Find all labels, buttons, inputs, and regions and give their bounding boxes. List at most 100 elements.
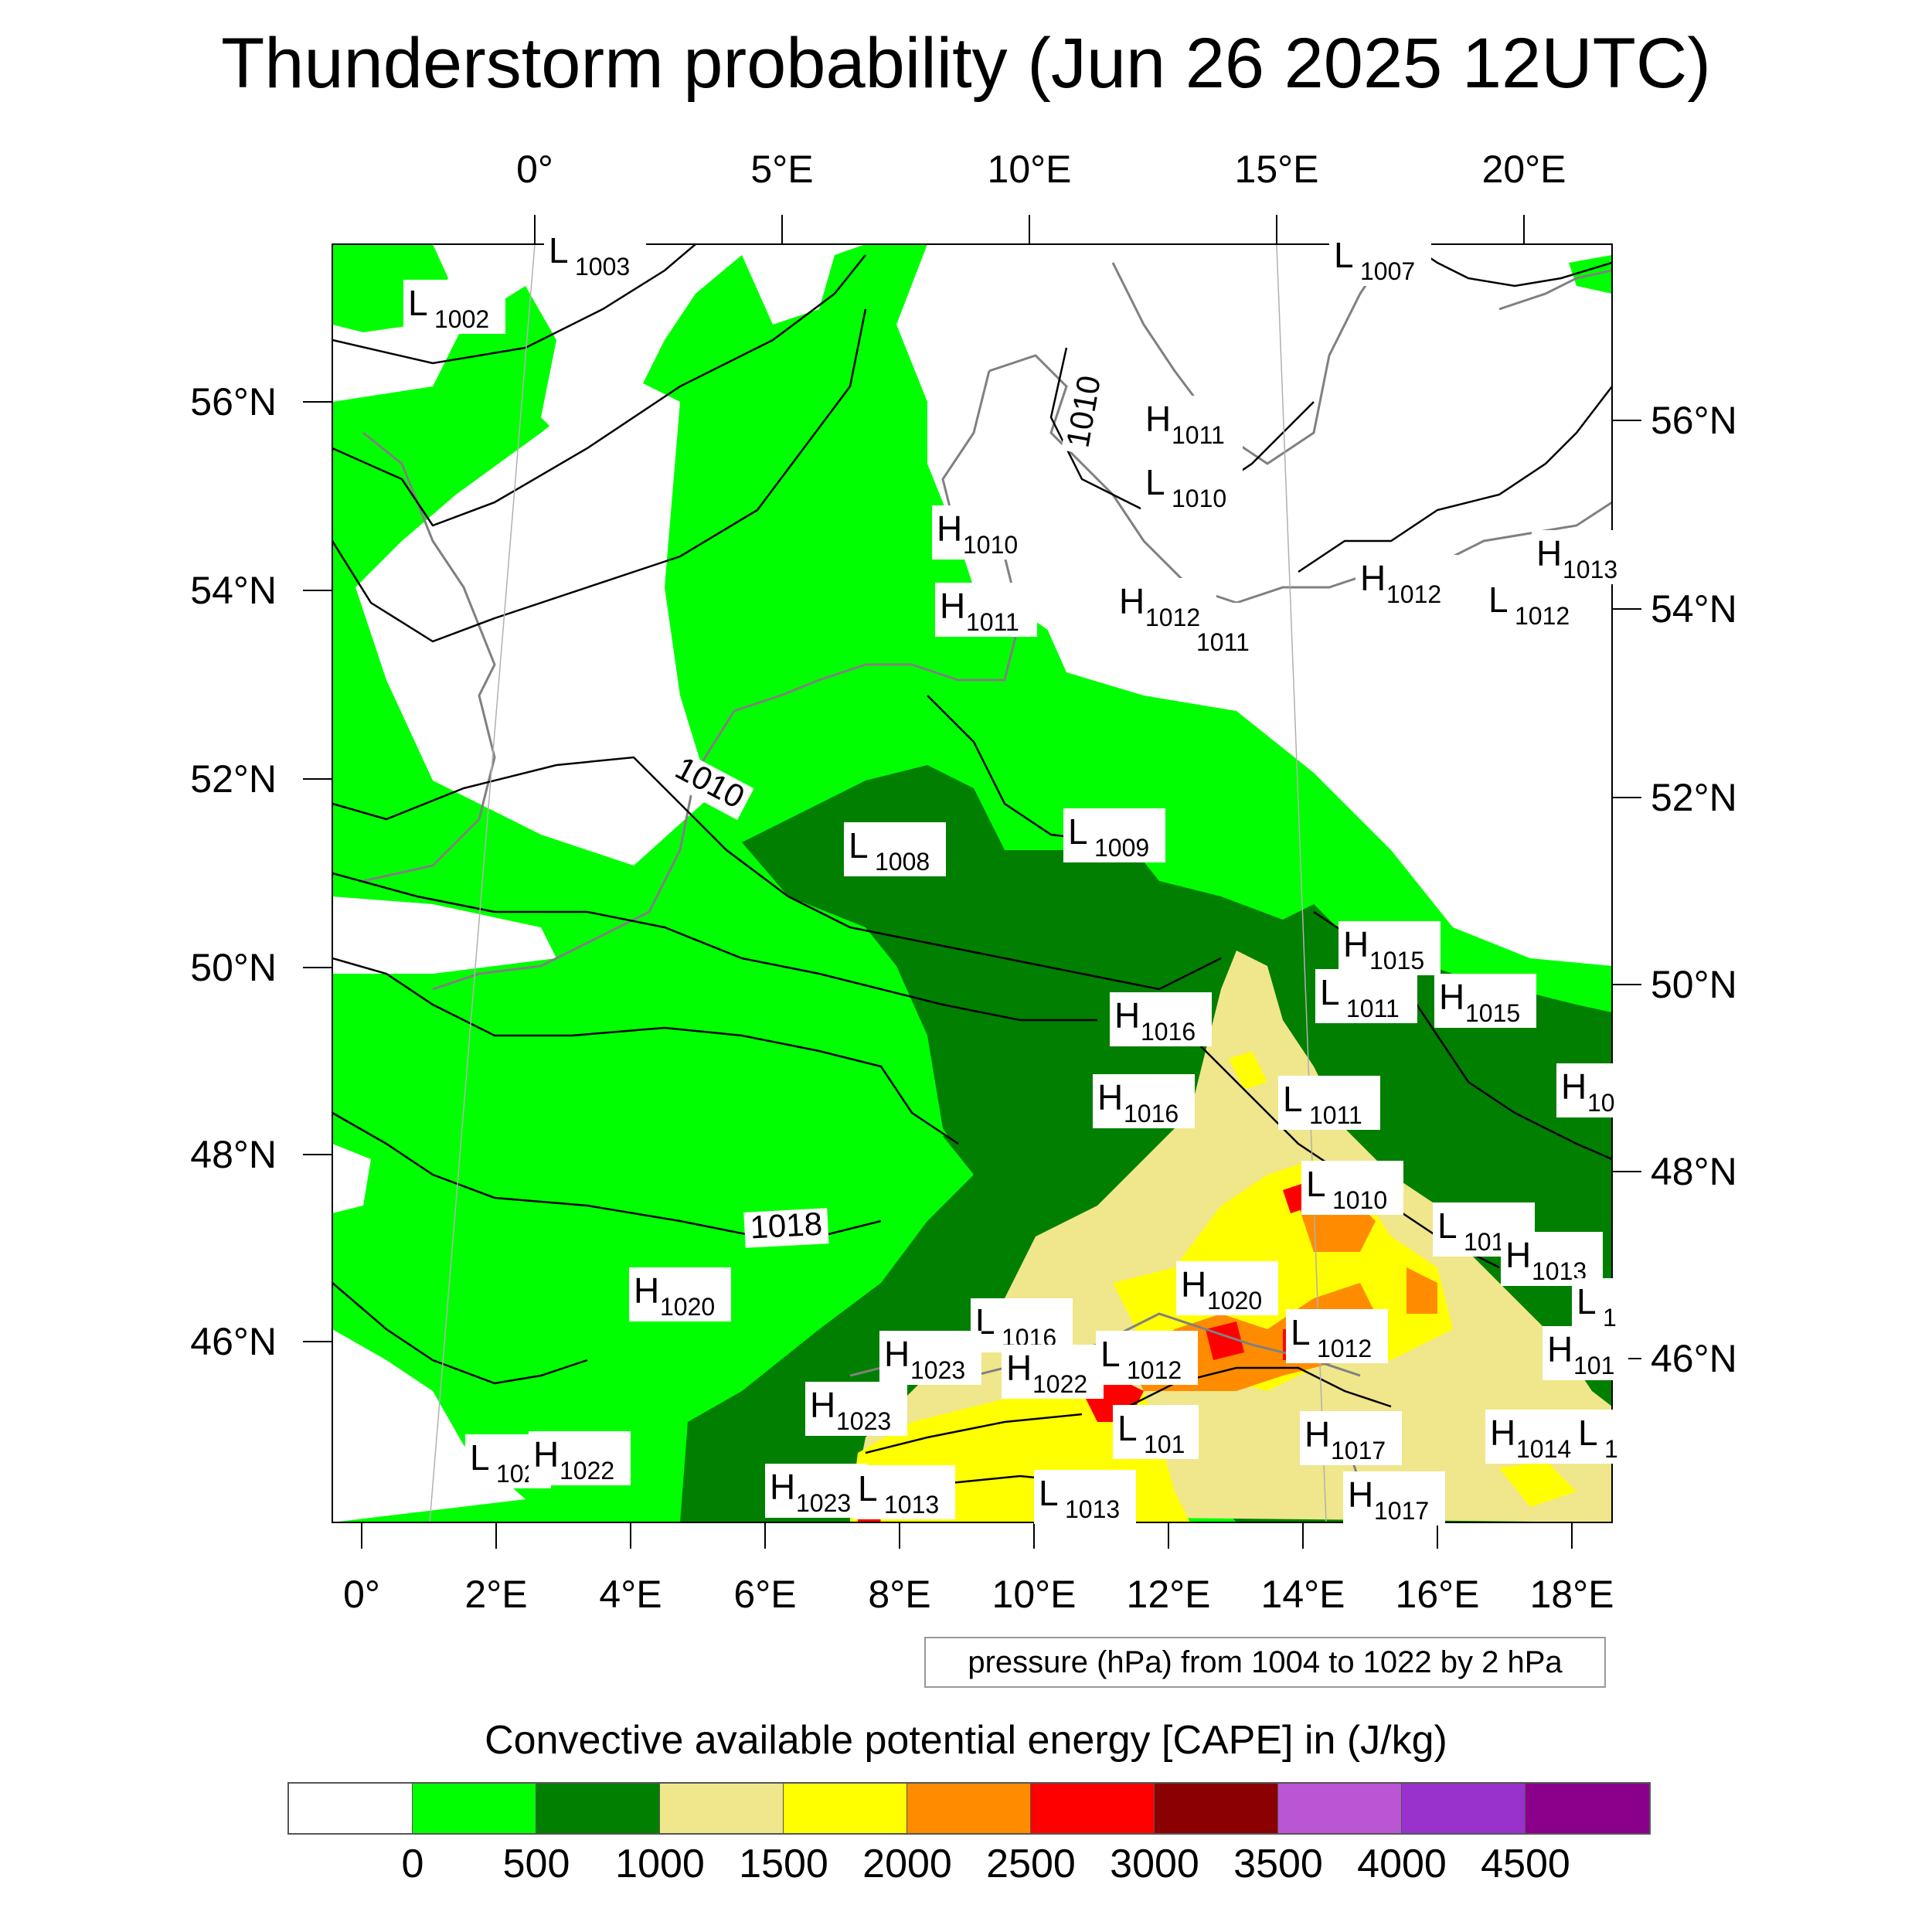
left-axis-label: 52°N bbox=[190, 757, 277, 801]
colorbar-tick-label: 4500 bbox=[1481, 1842, 1570, 1886]
pressure-value: 10 bbox=[1587, 1089, 1615, 1117]
pressure-value: 101 bbox=[1573, 1352, 1614, 1379]
pressure-value: 1015 bbox=[1465, 999, 1520, 1027]
pressure-type: H bbox=[770, 1467, 795, 1507]
pressure-type: L bbox=[849, 825, 869, 866]
isobar-5 bbox=[332, 872, 1097, 1022]
pressure-value: 1003 bbox=[575, 253, 630, 281]
pressure-type: L bbox=[1145, 462, 1165, 502]
right-axis-label: 46°N bbox=[1651, 1337, 1737, 1380]
pressure-type: H bbox=[1145, 399, 1171, 439]
top-axis-label: 5°E bbox=[750, 148, 813, 191]
pressure-type: L bbox=[1578, 1413, 1598, 1453]
pressure-center-label: H 10 bbox=[1556, 1063, 1626, 1117]
pressure-type: L bbox=[858, 1468, 878, 1509]
pressure-type: H bbox=[1343, 924, 1369, 964]
isobar-2 bbox=[332, 254, 866, 527]
coast-denmark bbox=[988, 354, 1237, 604]
bottom-axis: 0° 2°E 4°E 6°E 8°E 10°E 12°E 14°E 16°E 1… bbox=[343, 1573, 1614, 1616]
pressure-center-label: H 1016 bbox=[1110, 992, 1212, 1046]
pressure-type: H bbox=[937, 509, 962, 549]
pressure-center-label: H 1015 bbox=[1434, 974, 1536, 1028]
isobar-1 bbox=[332, 244, 696, 365]
pressure-center-label: H 1014 bbox=[1485, 1410, 1587, 1464]
pressure-value: 1012 bbox=[1386, 580, 1441, 608]
colorbar-tick-label: 0 bbox=[401, 1842, 424, 1886]
pressure-value: 101 bbox=[1144, 1430, 1185, 1458]
pressure-center-label: H 1010 bbox=[932, 505, 1034, 560]
pressure-center-label: L 1009 bbox=[1063, 808, 1165, 862]
pressure-center-label: L 1010 bbox=[1301, 1161, 1403, 1215]
bottom-axis-label: 10°E bbox=[992, 1573, 1077, 1616]
left-axis-label: 48°N bbox=[190, 1133, 277, 1176]
cape-area-0-500-c bbox=[665, 363, 788, 618]
pressure-type: H bbox=[1439, 977, 1464, 1017]
colorbar-tick-label: 1000 bbox=[615, 1842, 705, 1886]
pressure-value: 1010 bbox=[963, 531, 1018, 559]
pressure-value: 1023 bbox=[836, 1407, 891, 1435]
colorbar-tick-label: 2000 bbox=[862, 1842, 952, 1886]
colorbar-swatch bbox=[413, 1784, 536, 1833]
pressure-type: H bbox=[1304, 1414, 1330, 1454]
pressure-value: 1012 bbox=[1515, 602, 1570, 630]
bottom-axis-label: 4°E bbox=[599, 1573, 662, 1616]
plot-frame bbox=[332, 243, 1613, 1523]
pressure-type: H bbox=[1547, 1329, 1573, 1369]
pressure-type: L bbox=[1068, 811, 1088, 852]
isobar-13 bbox=[1128, 1366, 1392, 1408]
pressure-type: L bbox=[549, 230, 569, 270]
colorbar-tick-label: 3000 bbox=[1110, 1842, 1199, 1886]
pressure-value: 1002 bbox=[434, 305, 489, 333]
pressure-center-label: L 1013 bbox=[853, 1465, 955, 1519]
no-cape-channel bbox=[332, 896, 556, 974]
pressure-center-label: H 1012 bbox=[1355, 555, 1458, 609]
pressure-value: 1023 bbox=[796, 1489, 851, 1517]
pressure-center-label: H 1012 bbox=[1114, 578, 1216, 632]
pressure-value: 1010 bbox=[1332, 1186, 1387, 1214]
pressure-type: H bbox=[1006, 1348, 1032, 1388]
right-axis: 56°N 54°N 52°N 50°N 48°N 46°N bbox=[1651, 399, 1737, 1380]
pressure-type: H bbox=[940, 586, 965, 626]
cape-area-2000-2500-c bbox=[1406, 1267, 1437, 1314]
colorbar-tick-label: 1500 bbox=[739, 1842, 828, 1886]
pressure-center-label: L 1012 bbox=[1484, 577, 1586, 631]
pressure-center-label: L 1012 bbox=[1286, 1309, 1388, 1363]
pressure-type: H bbox=[1119, 581, 1145, 621]
top-axis-label: 0° bbox=[516, 148, 553, 191]
isobar-label: 1018 bbox=[749, 1206, 823, 1246]
pressure-value: 1011 bbox=[1172, 421, 1225, 449]
pressure-value: 1017 bbox=[1331, 1437, 1386, 1464]
pressure-value: 1012 bbox=[1127, 1356, 1182, 1384]
pressure-value: 1017 bbox=[1374, 1497, 1429, 1525]
pressure-center-label: H 1023 bbox=[805, 1382, 907, 1436]
pressure-value: 1022 bbox=[560, 1457, 614, 1485]
pressure-value: 1011 bbox=[966, 608, 1019, 636]
pressure-value: 1014 bbox=[1516, 1435, 1571, 1463]
bottom-axis-label: 0° bbox=[343, 1573, 380, 1616]
cape-area-2500-3000-b bbox=[1206, 1321, 1244, 1360]
pressure-value: 1008 bbox=[875, 848, 930, 876]
left-axis-label: 50°N bbox=[190, 946, 277, 989]
bottom-axis-label: 16°E bbox=[1396, 1573, 1480, 1616]
bottom-axis-label: 2°E bbox=[464, 1573, 527, 1616]
bottom-axis-label: 6°E bbox=[733, 1573, 796, 1616]
top-axis-label: 20°E bbox=[1482, 148, 1566, 191]
pressure-type: L bbox=[1577, 1281, 1597, 1321]
pressure-center-label: L 1012 bbox=[1096, 1331, 1198, 1385]
pressure-type: H bbox=[1114, 995, 1140, 1036]
pressure-value: 1 bbox=[1604, 1435, 1618, 1463]
pressure-type: L bbox=[1283, 1079, 1303, 1119]
isobar-4 bbox=[332, 756, 1222, 991]
top-axis-label: 10°E bbox=[988, 148, 1072, 191]
pressure-center-label: H 101 bbox=[1543, 1326, 1628, 1380]
right-axis-label: 48°N bbox=[1651, 1150, 1737, 1193]
colorbar-swatch bbox=[1278, 1784, 1402, 1833]
pressure-value: 1007 bbox=[1360, 257, 1415, 285]
pressure-type: H bbox=[1536, 533, 1562, 573]
pressure-center-label: H 1020 bbox=[1176, 1261, 1278, 1315]
pressure-type: L bbox=[1100, 1334, 1121, 1374]
colorbar-swatch bbox=[784, 1784, 907, 1833]
pressure-center-label: H 1017 bbox=[1300, 1411, 1402, 1465]
pressure-center-label: H 1022 bbox=[1002, 1345, 1104, 1399]
